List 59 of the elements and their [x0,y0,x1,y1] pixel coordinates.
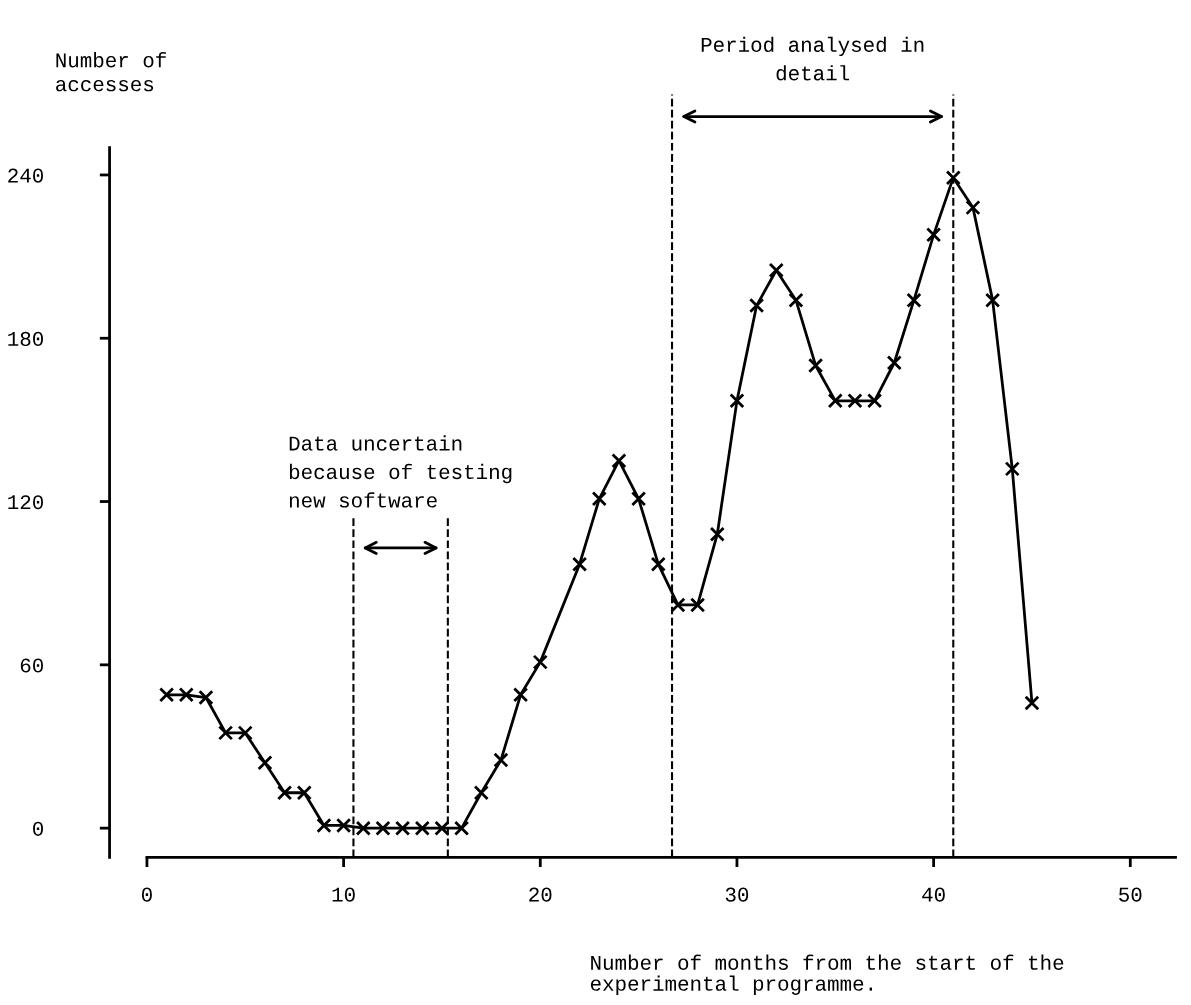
x-tick-label: 50 [1119,887,1142,902]
point [768,262,784,278]
point [945,170,961,186]
point [178,687,194,703]
annotation: Data uncertain because of testing new software [289,435,512,508]
x-tick-label: 40 [922,887,945,902]
point [984,292,1001,308]
point [748,297,765,314]
point [886,355,902,371]
point [375,820,391,836]
y-tick-label: 60 [20,658,44,673]
point [414,820,430,836]
point [316,817,332,834]
point [434,820,450,836]
point [1024,695,1040,711]
y-tick-label: 240 [8,168,44,183]
point [394,820,411,836]
x-axis-title: Number of months from the start of the experimental programme. [590,954,1064,995]
point [473,785,489,801]
point [257,755,273,771]
point [611,453,627,469]
point [807,357,824,374]
point [296,785,312,801]
point [827,393,843,409]
point [591,491,607,507]
x-tick-label: 10 [332,887,355,902]
point [847,393,863,409]
x-tick-label: 30 [725,887,749,902]
point [158,687,175,703]
point [630,491,647,507]
point [965,199,981,216]
point [709,526,725,542]
point [217,725,234,741]
point [650,556,666,572]
point [355,820,371,836]
point [1004,461,1020,477]
text: Period analysed in detail [701,36,924,81]
point [571,556,588,572]
y-tick-label: 180 [8,331,44,346]
point [335,817,352,834]
x-tick-label: 20 [529,887,552,902]
point [906,292,922,308]
point [276,785,293,801]
point [532,654,548,670]
point [866,393,883,409]
y-tick-label: 120 [8,495,44,510]
y-tick-label: 0 [33,821,44,836]
point [198,689,214,706]
x-tick-label: 0 [141,887,152,902]
point [237,725,253,741]
y-axis-title: Number of accesses [56,52,166,92]
point [670,597,686,613]
point [512,687,529,703]
point [493,752,509,768]
point [729,393,745,409]
point [453,820,470,836]
point [689,597,706,613]
point [788,292,804,308]
point [925,227,942,243]
